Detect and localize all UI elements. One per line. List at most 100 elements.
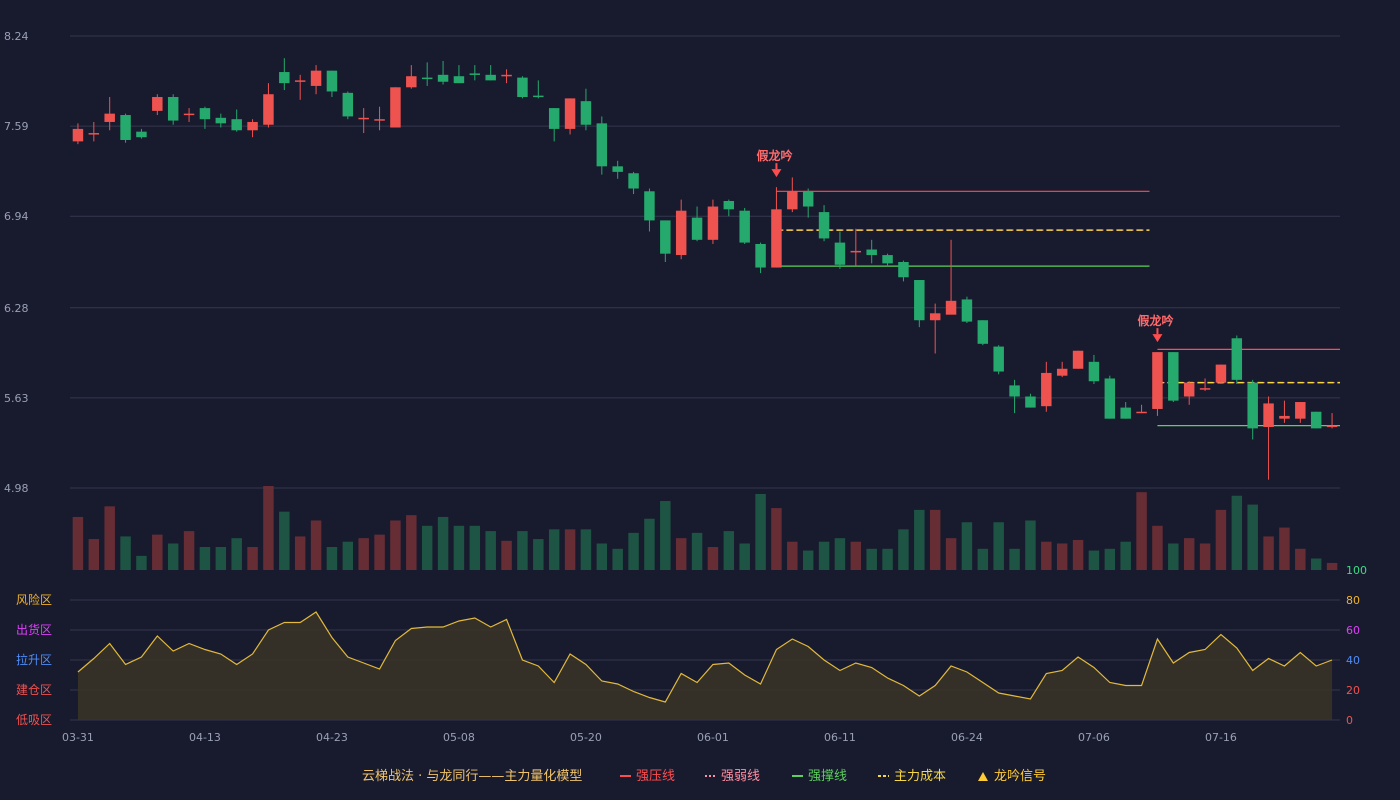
candle: [1247, 379, 1258, 440]
price-tick-label: 7.59: [4, 120, 29, 133]
date-tick-label: 05-08: [443, 731, 475, 744]
volume-bar: [548, 529, 560, 570]
volume-bar: [263, 486, 274, 570]
candle: [517, 76, 528, 99]
candle-body: [898, 262, 909, 278]
candle-body: [580, 101, 592, 125]
candle-body: [517, 77, 528, 98]
candle-body: [771, 209, 782, 268]
candle: [231, 109, 242, 132]
candle-body: [358, 117, 369, 120]
candle: [787, 177, 798, 213]
volume-bar: [977, 548, 989, 570]
legend-item-label: 强压线: [636, 769, 675, 784]
candle: [1310, 411, 1322, 429]
candle-body: [1104, 378, 1116, 419]
candle-body: [310, 70, 322, 86]
candle-body: [120, 115, 131, 140]
candle-body: [72, 128, 84, 142]
candle: [1041, 361, 1052, 412]
candle-body: [88, 133, 100, 135]
candle: [390, 87, 401, 128]
volume-bar: [1104, 548, 1116, 570]
candle: [691, 206, 703, 242]
candle-body: [691, 217, 703, 240]
volume-bar: [136, 555, 147, 570]
candle: [564, 98, 576, 135]
candle: [596, 116, 608, 175]
volume-bar: [961, 522, 973, 570]
candle-body: [485, 74, 496, 81]
candle: [1056, 361, 1068, 378]
legend-item-label: 龙吟信号: [994, 768, 1046, 784]
candle-body: [1009, 385, 1020, 397]
volume-bar: [1215, 509, 1227, 570]
candle: [437, 60, 449, 85]
volume-bar: [310, 520, 322, 570]
volume-bar: [1310, 558, 1322, 570]
price-tick-label: 4.98: [4, 482, 29, 495]
candle: [1231, 335, 1243, 385]
candle: [358, 108, 369, 134]
volume-bar: [1199, 543, 1211, 570]
candle-body: [882, 255, 893, 264]
candle: [279, 58, 290, 91]
price-tick-label: 8.24: [4, 30, 29, 43]
candle-body: [802, 191, 814, 207]
volume-bar: [247, 547, 258, 570]
candle: [723, 199, 735, 217]
date-tick-label: 07-16: [1205, 731, 1237, 744]
candle: [104, 97, 115, 131]
candle-body: [1279, 415, 1290, 419]
candle: [898, 260, 909, 282]
candle-body: [136, 131, 147, 138]
candle: [882, 253, 893, 267]
candle-body: [406, 76, 417, 88]
candle-body: [961, 299, 973, 322]
candle: [1025, 393, 1036, 408]
candle: [1168, 352, 1179, 403]
candle-body: [215, 117, 227, 124]
legend-marker: [978, 772, 988, 781]
candle-body: [1263, 403, 1274, 427]
candle: [1263, 396, 1274, 480]
volume-bar: [1326, 562, 1338, 570]
volume-bar: [1009, 548, 1020, 570]
candle-body: [421, 77, 433, 80]
volume-bar: [342, 541, 354, 570]
candle: [326, 70, 338, 98]
signal-label: 假龙吟: [756, 148, 792, 163]
legend-item-label: 强撑线: [808, 769, 847, 784]
score-tick-label: 80: [1346, 594, 1360, 607]
date-tick-label: 05-20: [570, 731, 602, 744]
candle-body: [564, 98, 576, 129]
volume-bar: [675, 538, 687, 570]
legend-item-label: 主力成本: [894, 769, 946, 784]
candle-body: [469, 73, 481, 75]
volume-bar: [215, 547, 227, 570]
candle-body: [533, 95, 544, 98]
candle: [961, 296, 973, 324]
candle: [215, 113, 227, 128]
price-tick-label: 6.94: [4, 210, 29, 223]
volume-bar: [691, 532, 703, 570]
volume-bar: [612, 548, 623, 570]
candle: [1136, 404, 1147, 414]
volume-bar: [326, 547, 338, 570]
score-tick-label: 60: [1346, 624, 1360, 637]
score-tick-label: 40: [1346, 654, 1360, 667]
candle: [421, 62, 433, 86]
candle: [850, 228, 862, 267]
candle: [533, 80, 544, 99]
candle-body: [850, 250, 862, 253]
candle: [485, 65, 496, 81]
volume-bar: [739, 543, 750, 570]
candle-body: [945, 300, 957, 315]
candle-body: [612, 166, 623, 172]
candle: [834, 231, 846, 269]
score-tick-label: 0: [1346, 714, 1353, 727]
candle: [120, 113, 131, 143]
candle-body: [1326, 425, 1338, 428]
candle-body: [723, 200, 735, 210]
